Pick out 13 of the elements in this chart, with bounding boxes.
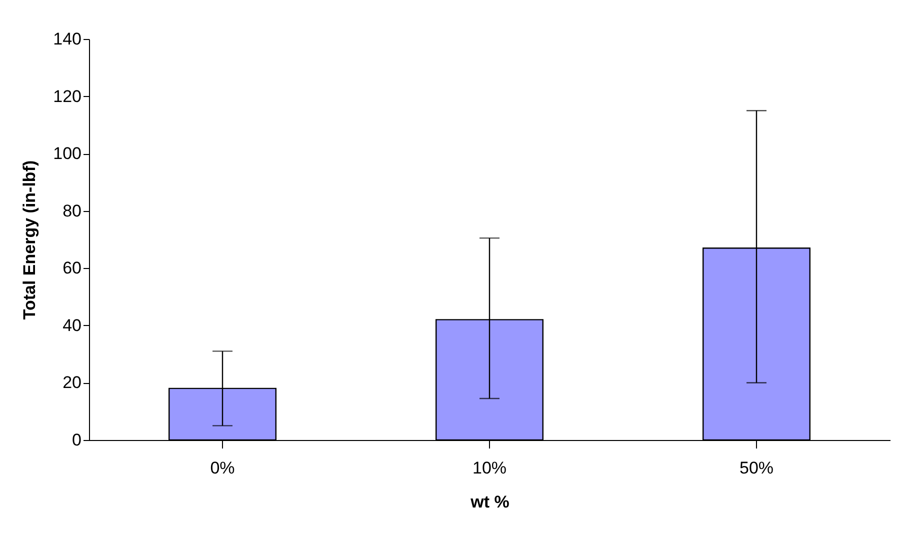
x-tick-label: 0% (210, 458, 235, 478)
y-tick-label: 0 (72, 430, 82, 450)
x-axis-title: wt % (470, 492, 510, 512)
x-tick-label: 50% (739, 458, 774, 478)
y-tick-label: 120 (53, 86, 82, 106)
y-tick-label: 80 (62, 201, 82, 220)
y-tick-label: 60 (62, 258, 82, 278)
y-tick-label: 100 (53, 144, 82, 164)
y-tick-label: 40 (62, 316, 82, 335)
y-axis-title: Total Energy (in-lbf) (20, 160, 40, 320)
x-tick-label: 10% (472, 458, 507, 478)
y-tick-label: 140 (53, 30, 82, 48)
y-tick-label: 20 (62, 373, 82, 392)
